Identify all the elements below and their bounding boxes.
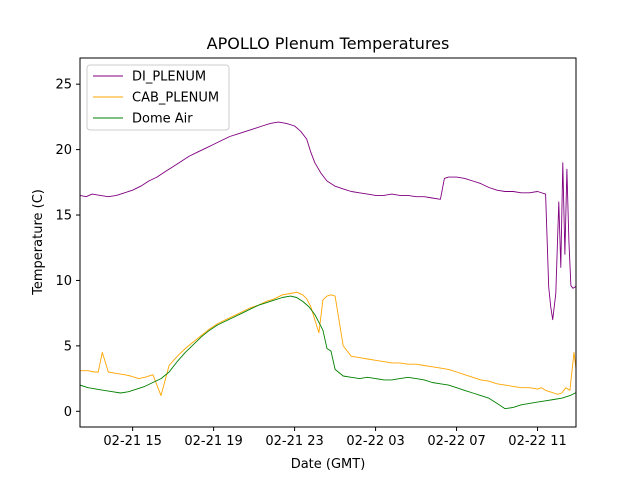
series-line-cab-plenum <box>80 291 576 397</box>
plot-frame <box>79 57 577 428</box>
y-axis-label: Temperature (C) <box>31 189 46 296</box>
legend-frame <box>86 64 230 131</box>
y-axis: 0 5 10 15 20 25 <box>55 78 80 420</box>
y-tick-label: 0 <box>64 405 72 420</box>
y-tick-label: 10 <box>55 274 72 289</box>
x-axis: 02-21 15 02-21 19 02-21 23 02-22 03 02-22 07… <box>103 427 567 449</box>
legend-label: CAB_PLENUM <box>132 91 219 106</box>
series-layer <box>80 121 576 410</box>
x-tick-label: 02-21 15 <box>103 434 161 449</box>
series-line-dome-air <box>80 295 576 410</box>
x-axis-label: Date (GMT) <box>291 457 366 472</box>
y-tick-label: 25 <box>55 78 72 93</box>
chart-title: APOLLO Plenum Temperatures <box>207 34 450 53</box>
x-tick-label: 02-22 03 <box>346 434 404 449</box>
y-tick-label: 15 <box>55 209 72 224</box>
legend: DI_PLENUM CAB_PLENUM Dome Air <box>86 64 230 131</box>
x-tick-label: 02-21 23 <box>265 434 323 449</box>
y-tick-label: 5 <box>64 339 72 354</box>
x-tick-label: 02-22 11 <box>508 434 566 449</box>
legend-label: Dome Air <box>132 112 193 127</box>
series-line-di-plenum <box>80 121 576 321</box>
x-tick-label: 02-22 07 <box>427 434 485 449</box>
legend-label: DI_PLENUM <box>132 70 206 85</box>
x-tick-label: 02-21 19 <box>184 434 242 449</box>
y-tick-label: 20 <box>55 143 72 158</box>
